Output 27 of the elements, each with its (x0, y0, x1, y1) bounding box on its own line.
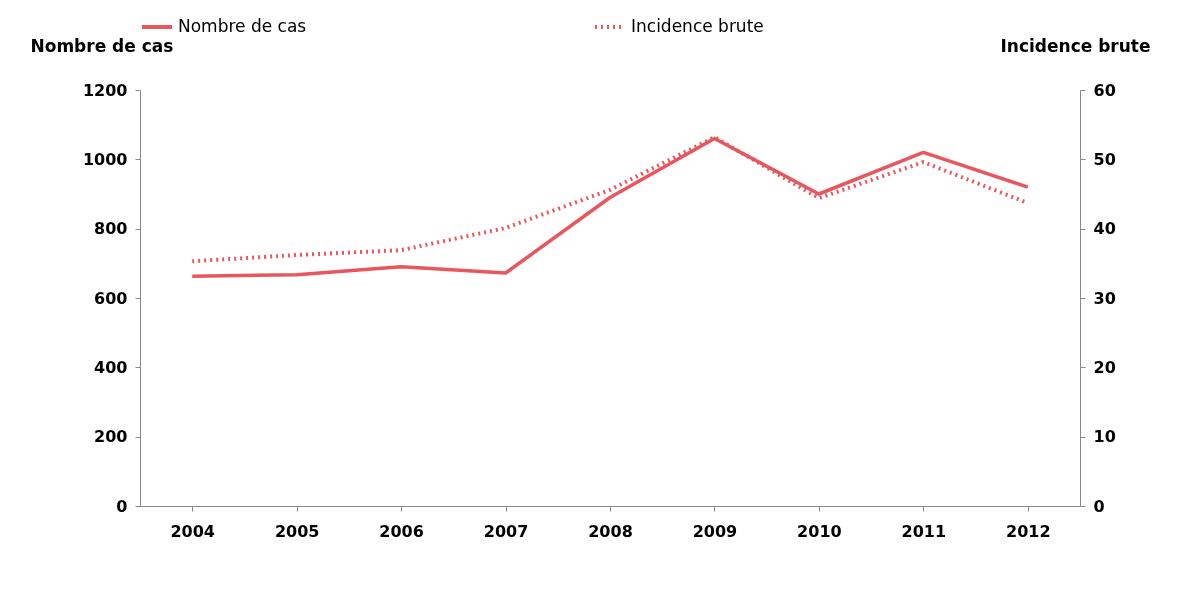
y-tick-label: 1200 (82, 80, 128, 100)
y-tick-label: 800 (94, 219, 128, 239)
y-tick-label: 0 (116, 496, 128, 516)
x-tick-label: 2008 (588, 521, 633, 541)
legend-label: Nombre de cas (178, 16, 307, 36)
y2-tick-label: 20 (1093, 357, 1116, 377)
y-axis-title: Nombre de cas (30, 35, 174, 56)
y2-tick-label: 40 (1093, 219, 1116, 239)
y-tick-label: 400 (94, 357, 128, 377)
x-tick-label: 2007 (483, 521, 529, 541)
y2-tick-label: 30 (1093, 288, 1116, 308)
y2-tick-label: 10 (1093, 427, 1116, 447)
x-tick-label: 2005 (274, 521, 320, 541)
y-tick-label: 600 (94, 288, 128, 308)
x-tick-label: 2010 (797, 521, 842, 541)
y2-tick-label: 0 (1093, 496, 1105, 516)
y2-axis-title: Incidence brute (1000, 35, 1151, 56)
y2-tick-label: 50 (1093, 149, 1116, 169)
legend-label: Incidence brute (631, 16, 764, 36)
x-tick-label: 2011 (901, 521, 947, 541)
y2-tick-label: 60 (1093, 80, 1116, 100)
x-tick-label: 2012 (1006, 521, 1051, 541)
x-tick-label: 2006 (379, 521, 424, 541)
x-tick-label: 2009 (692, 521, 738, 541)
y-tick-label: 200 (94, 427, 128, 447)
x-tick-label: 2004 (170, 521, 215, 541)
y-tick-label: 1000 (82, 149, 128, 169)
